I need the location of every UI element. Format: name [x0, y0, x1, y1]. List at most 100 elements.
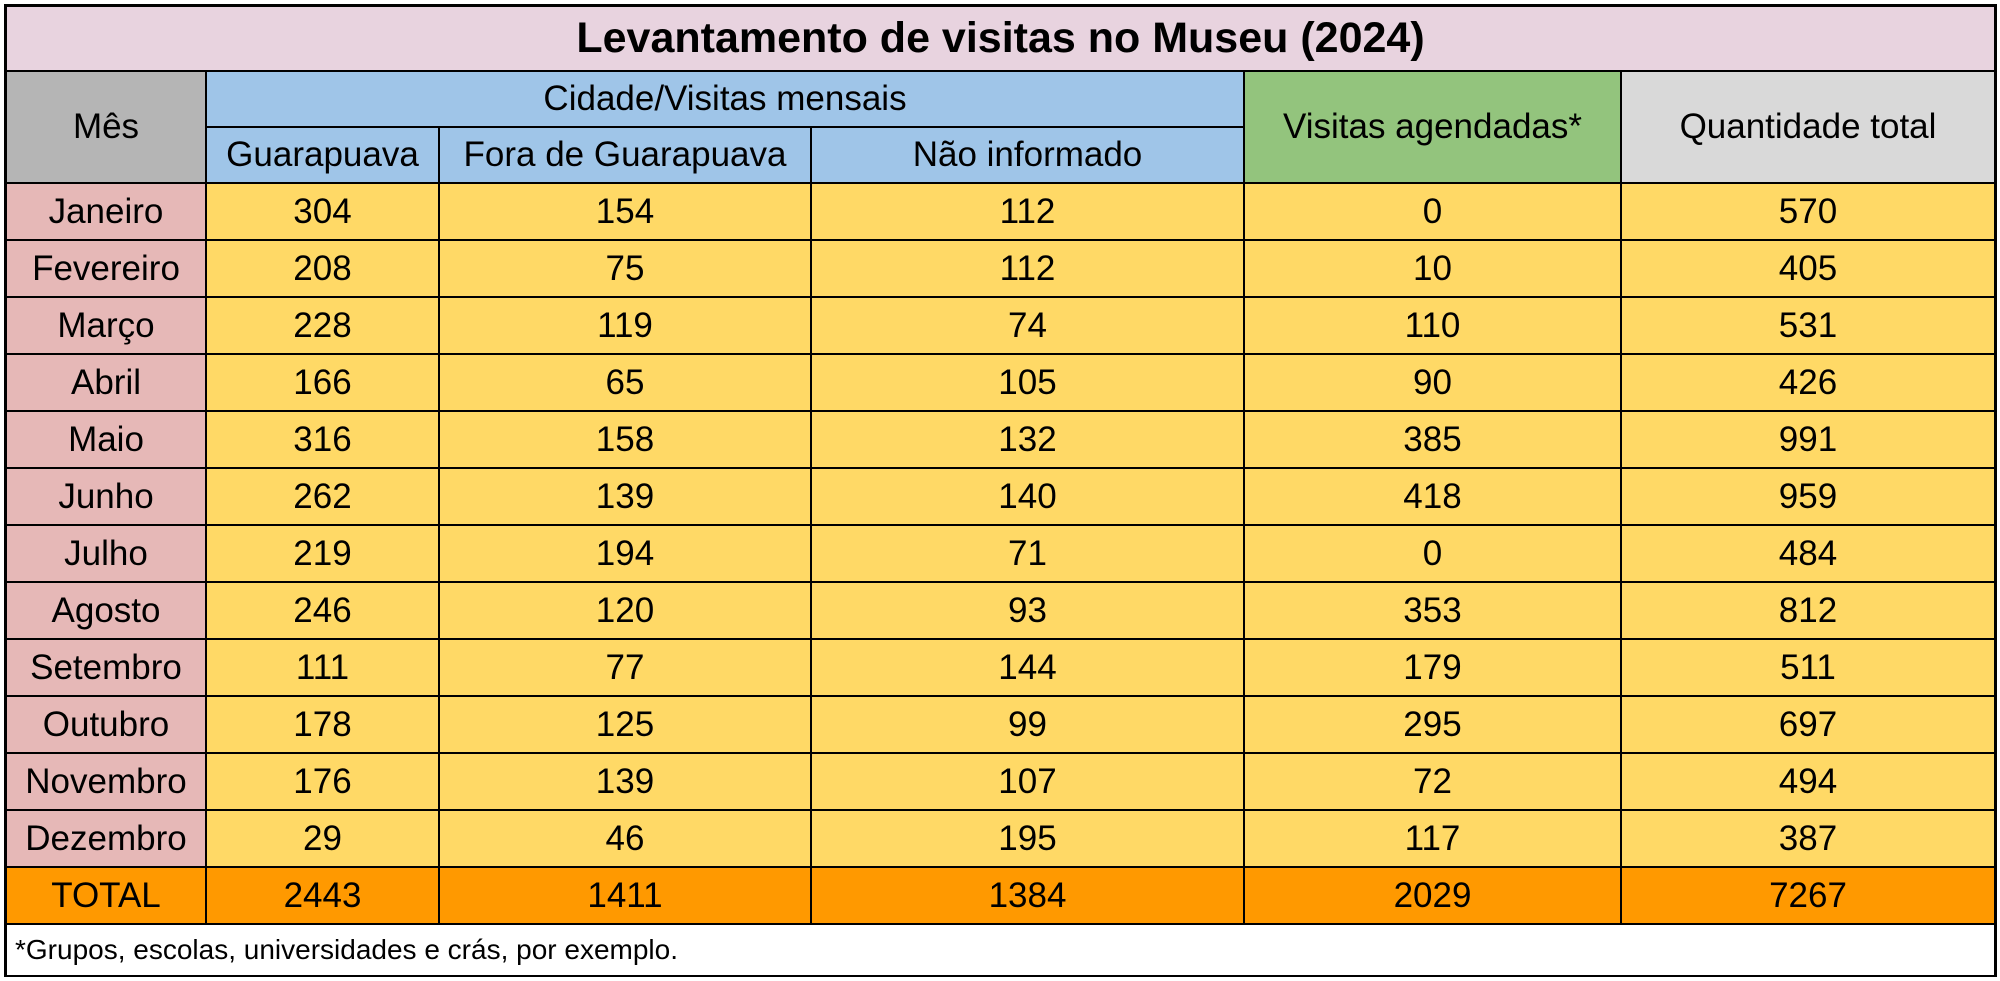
cell-total-quantity: 511 [1620, 638, 1994, 697]
cell-outside-guarapuava: 46 [438, 809, 812, 868]
table-row: Junho 262 139 140 418 959 [7, 467, 1994, 526]
visits-table-sheet: Levantamento de visitas no Museu (2024) … [4, 4, 1997, 977]
month-cell: Maio [7, 410, 207, 469]
header-outside-guarapuava: Fora de Guarapuava [438, 126, 812, 184]
month-cell: Junho [7, 467, 207, 526]
cell-scheduled: 90 [1243, 353, 1622, 412]
cell-total-quantity: 387 [1620, 809, 1994, 868]
cell-scheduled: 110 [1243, 296, 1622, 355]
cell-outside-guarapuava: 75 [438, 239, 812, 298]
total-not-informed: 1384 [810, 866, 1245, 925]
cell-scheduled: 72 [1243, 752, 1622, 811]
cell-not-informed: 74 [810, 296, 1245, 355]
total-guarapuava: 2443 [205, 866, 440, 925]
table-body: Janeiro 304 154 112 0 570 Fevereiro 208 75 112 10 4… [7, 182, 1994, 868]
cell-not-informed: 107 [810, 752, 1245, 811]
header-total-quantity: Quantidade total [1620, 70, 1994, 184]
cell-total-quantity: 991 [1620, 410, 1994, 469]
table-row: Dezembro 29 46 195 117 387 [7, 809, 1994, 868]
table-row: Setembro 111 77 144 179 511 [7, 638, 1994, 697]
cell-outside-guarapuava: 139 [438, 467, 812, 526]
month-cell: Abril [7, 353, 207, 412]
month-cell: Agosto [7, 581, 207, 640]
cell-scheduled: 0 [1243, 524, 1622, 583]
footnote: *Grupos, escolas, universidades e crás, … [7, 923, 1994, 975]
cell-guarapuava: 111 [205, 638, 440, 697]
cell-total-quantity: 697 [1620, 695, 1994, 754]
cell-guarapuava: 178 [205, 695, 440, 754]
table-row: Janeiro 304 154 112 0 570 [7, 182, 1994, 241]
cell-guarapuava: 246 [205, 581, 440, 640]
cell-scheduled: 353 [1243, 581, 1622, 640]
header-month: Mês [7, 70, 207, 184]
table-row: Maio 316 158 132 385 991 [7, 410, 1994, 469]
table-row: Agosto 246 120 93 353 812 [7, 581, 1994, 640]
header-scheduled-visits: Visitas agendadas* [1243, 70, 1622, 184]
cell-outside-guarapuava: 125 [438, 695, 812, 754]
header-guarapuava: Guarapuava [206, 126, 440, 184]
cell-total-quantity: 484 [1620, 524, 1994, 583]
cell-guarapuava: 228 [205, 296, 440, 355]
table-row: Julho 219 194 71 0 484 [7, 524, 1994, 583]
visits-table: Levantamento de visitas no Museu (2024) … [7, 7, 1994, 975]
cell-not-informed: 105 [810, 353, 1245, 412]
total-quantity: 7267 [1620, 866, 1994, 925]
cell-outside-guarapuava: 120 [438, 581, 812, 640]
month-cell: Dezembro [7, 809, 207, 868]
table-row: Março 228 119 74 110 531 [7, 296, 1994, 355]
month-cell: Janeiro [7, 182, 207, 241]
cell-total-quantity: 426 [1620, 353, 1994, 412]
cell-total-quantity: 405 [1620, 239, 1994, 298]
cell-guarapuava: 29 [205, 809, 440, 868]
cell-scheduled: 418 [1243, 467, 1622, 526]
cell-scheduled: 385 [1243, 410, 1622, 469]
cell-guarapuava: 262 [205, 467, 440, 526]
cell-outside-guarapuava: 119 [438, 296, 812, 355]
cell-not-informed: 132 [810, 410, 1245, 469]
month-cell: Setembro [7, 638, 207, 697]
cell-outside-guarapuava: 158 [438, 410, 812, 469]
cell-guarapuava: 176 [205, 752, 440, 811]
cell-not-informed: 99 [810, 695, 1245, 754]
cell-total-quantity: 959 [1620, 467, 1994, 526]
cell-guarapuava: 166 [205, 353, 440, 412]
cell-total-quantity: 812 [1620, 581, 1994, 640]
cell-outside-guarapuava: 77 [438, 638, 812, 697]
cell-outside-guarapuava: 194 [438, 524, 812, 583]
cell-total-quantity: 494 [1620, 752, 1994, 811]
total-row: TOTAL 2443 1411 1384 2029 7267 [7, 866, 1994, 925]
month-cell: Março [7, 296, 207, 355]
cell-total-quantity: 531 [1620, 296, 1994, 355]
month-cell: Julho [7, 524, 207, 583]
total-outside-guarapuava: 1411 [438, 866, 812, 925]
cell-not-informed: 71 [810, 524, 1245, 583]
cell-not-informed: 112 [810, 239, 1245, 298]
cell-scheduled: 179 [1243, 638, 1622, 697]
cell-not-informed: 112 [810, 182, 1245, 241]
table-row: Fevereiro 208 75 112 10 405 [7, 239, 1994, 298]
month-cell: Novembro [7, 752, 207, 811]
cell-scheduled: 295 [1243, 695, 1622, 754]
header-city-group: Cidade/Visitas mensais [205, 70, 1245, 128]
cell-scheduled: 117 [1243, 809, 1622, 868]
cell-not-informed: 140 [810, 467, 1245, 526]
cell-not-informed: 144 [810, 638, 1245, 697]
cell-guarapuava: 208 [205, 239, 440, 298]
month-cell: Outubro [7, 695, 207, 754]
table-row: Outubro 178 125 99 295 697 [7, 695, 1994, 754]
cell-outside-guarapuava: 154 [438, 182, 812, 241]
header-not-informed: Não informado [810, 126, 1244, 184]
cell-outside-guarapuava: 65 [438, 353, 812, 412]
cell-total-quantity: 570 [1620, 182, 1994, 241]
cell-outside-guarapuava: 139 [438, 752, 812, 811]
cell-scheduled: 0 [1243, 182, 1622, 241]
table-row: Abril 166 65 105 90 426 [7, 353, 1994, 412]
cell-scheduled: 10 [1243, 239, 1622, 298]
month-cell: Fevereiro [7, 239, 207, 298]
total-label: TOTAL [7, 866, 207, 925]
cell-not-informed: 195 [810, 809, 1245, 868]
cell-guarapuava: 219 [205, 524, 440, 583]
cell-not-informed: 93 [810, 581, 1245, 640]
table-title: Levantamento de visitas no Museu (2024) [7, 7, 1994, 72]
total-scheduled: 2029 [1243, 866, 1622, 925]
